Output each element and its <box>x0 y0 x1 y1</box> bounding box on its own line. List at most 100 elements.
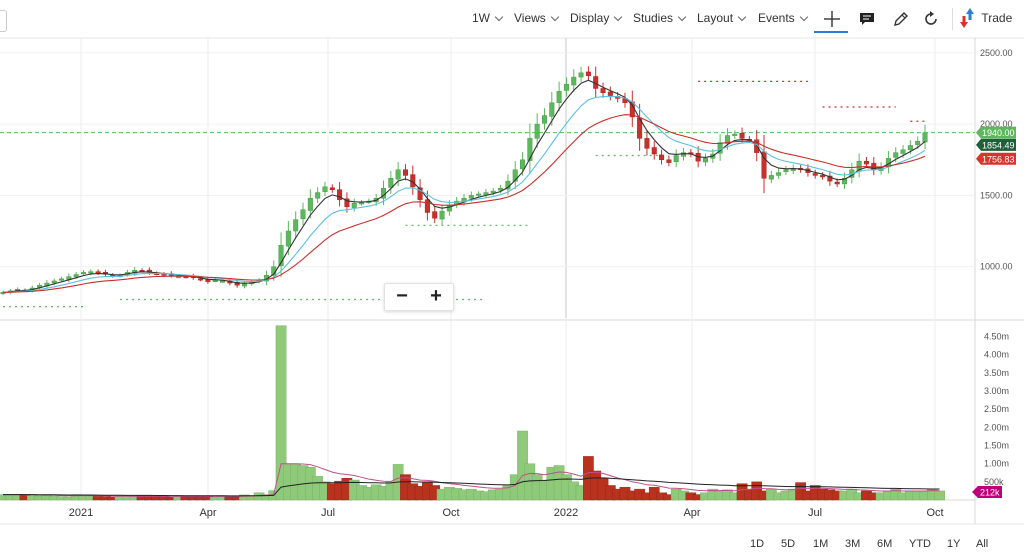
x-tick-label: Jul <box>808 507 822 519</box>
candle-body <box>856 160 862 171</box>
range-all[interactable]: All <box>976 538 989 550</box>
candle-body <box>498 188 504 191</box>
interval-select[interactable]: 1W <box>472 11 504 25</box>
candle-body <box>666 159 672 163</box>
candle-body <box>571 76 577 86</box>
candle-body <box>541 115 548 124</box>
candle-body <box>417 187 423 200</box>
candle-body <box>520 159 526 170</box>
events-menu[interactable]: Events <box>758 11 808 25</box>
x-tick-label: 2022 <box>554 507 578 519</box>
search-box-edge[interactable] <box>0 10 7 32</box>
zoom-controls: − + <box>384 283 454 311</box>
range-1d[interactable]: 1D <box>750 538 765 550</box>
candle-body <box>907 145 913 151</box>
x-tick-label: Jul <box>321 507 335 519</box>
comment-icon[interactable] <box>857 9 877 29</box>
range-5d[interactable]: 5D <box>781 538 796 550</box>
volume-bar <box>275 325 287 501</box>
candle-body <box>241 283 247 287</box>
price-tick-label: 2500.00 <box>980 48 1013 58</box>
candle-body <box>483 192 489 196</box>
candle-body <box>783 169 789 172</box>
crosshair-active-indicator <box>814 31 848 33</box>
price-label-tag <box>976 126 1016 139</box>
candle-body <box>578 72 584 78</box>
candle-body <box>915 140 921 145</box>
candle-body <box>37 284 43 288</box>
candle-body <box>359 202 365 205</box>
candle-body <box>702 158 708 163</box>
display-label: Display <box>570 11 610 25</box>
candle-body <box>234 281 240 286</box>
candle-body <box>490 190 496 193</box>
moving-averages <box>2 79 926 293</box>
range-6m[interactable]: 6M <box>877 538 893 550</box>
views-menu[interactable]: Views <box>514 11 560 25</box>
range-1m[interactable]: 1M <box>813 538 829 550</box>
candle-body <box>585 71 591 76</box>
reset-icon[interactable] <box>921 9 941 29</box>
candle-body <box>644 138 650 149</box>
volume-tick-label: 3.50m <box>984 368 1009 378</box>
candle-body <box>73 274 79 277</box>
candle-body <box>88 271 94 274</box>
range-3m[interactable]: 3M <box>845 538 861 550</box>
trade-label: Trade <box>981 11 1013 25</box>
candle-body <box>900 149 906 154</box>
moving-average-line <box>2 114 926 293</box>
candle-body <box>439 210 445 220</box>
display-menu[interactable]: Display <box>570 11 623 25</box>
candle-body <box>827 175 833 182</box>
range-1y[interactable]: 1Y <box>947 538 961 550</box>
volume-tick-label: 500k <box>984 477 1004 487</box>
draw-icon[interactable] <box>891 9 911 29</box>
candle-body <box>812 173 818 176</box>
studies-label: Studies <box>633 11 674 25</box>
candle-body <box>863 160 869 165</box>
volume-tick-label: 4.00m <box>984 350 1009 360</box>
price-tick-label: 1500.00 <box>980 190 1013 200</box>
volume-label-tag <box>972 486 1002 498</box>
price-tick-label: 2000.00 <box>980 119 1013 129</box>
x-tick-label: Oct <box>442 507 459 519</box>
toolbar-divider <box>952 8 953 30</box>
price-label-tag <box>976 152 1016 165</box>
toolbar: 1W Views Display Studies Layout Events <box>0 0 1024 38</box>
volume-tick-label: 2.00m <box>984 422 1009 432</box>
candle-body <box>0 292 6 295</box>
candle-body <box>307 197 313 211</box>
layout-label: Layout <box>697 11 734 25</box>
candle-body <box>402 169 408 176</box>
candle-body <box>80 272 87 275</box>
candle-body <box>922 132 928 143</box>
candle-body <box>329 187 335 190</box>
candle-body <box>198 278 204 281</box>
volume-tick-label: 1.50m <box>984 441 1009 451</box>
range-ytd[interactable]: YTD <box>909 538 931 550</box>
zoom-out-button[interactable]: − <box>396 285 408 307</box>
candle-body <box>344 198 350 208</box>
candle-body <box>51 280 57 284</box>
candle-body <box>476 193 482 196</box>
studies-menu[interactable]: Studies <box>633 11 687 25</box>
candle-body <box>278 245 284 267</box>
candle-body <box>351 202 357 208</box>
candle-body <box>322 186 328 192</box>
candle-body <box>776 172 782 176</box>
x-tick-label: 2021 <box>69 507 93 519</box>
moving-average-line <box>2 95 926 293</box>
crosshair-icon[interactable] <box>820 7 844 31</box>
candle-body <box>563 83 569 91</box>
candle-body <box>659 154 665 161</box>
views-label: Views <box>514 11 546 25</box>
trade-button[interactable]: Trade <box>958 6 1012 30</box>
candle-body <box>95 271 101 274</box>
candle-body <box>395 169 401 180</box>
candle-body <box>724 135 730 144</box>
zoom-in-button[interactable]: + <box>430 285 442 307</box>
price-tick-label: 1000.00 <box>980 262 1013 272</box>
layout-menu[interactable]: Layout <box>697 11 747 25</box>
candle-body <box>220 280 226 283</box>
